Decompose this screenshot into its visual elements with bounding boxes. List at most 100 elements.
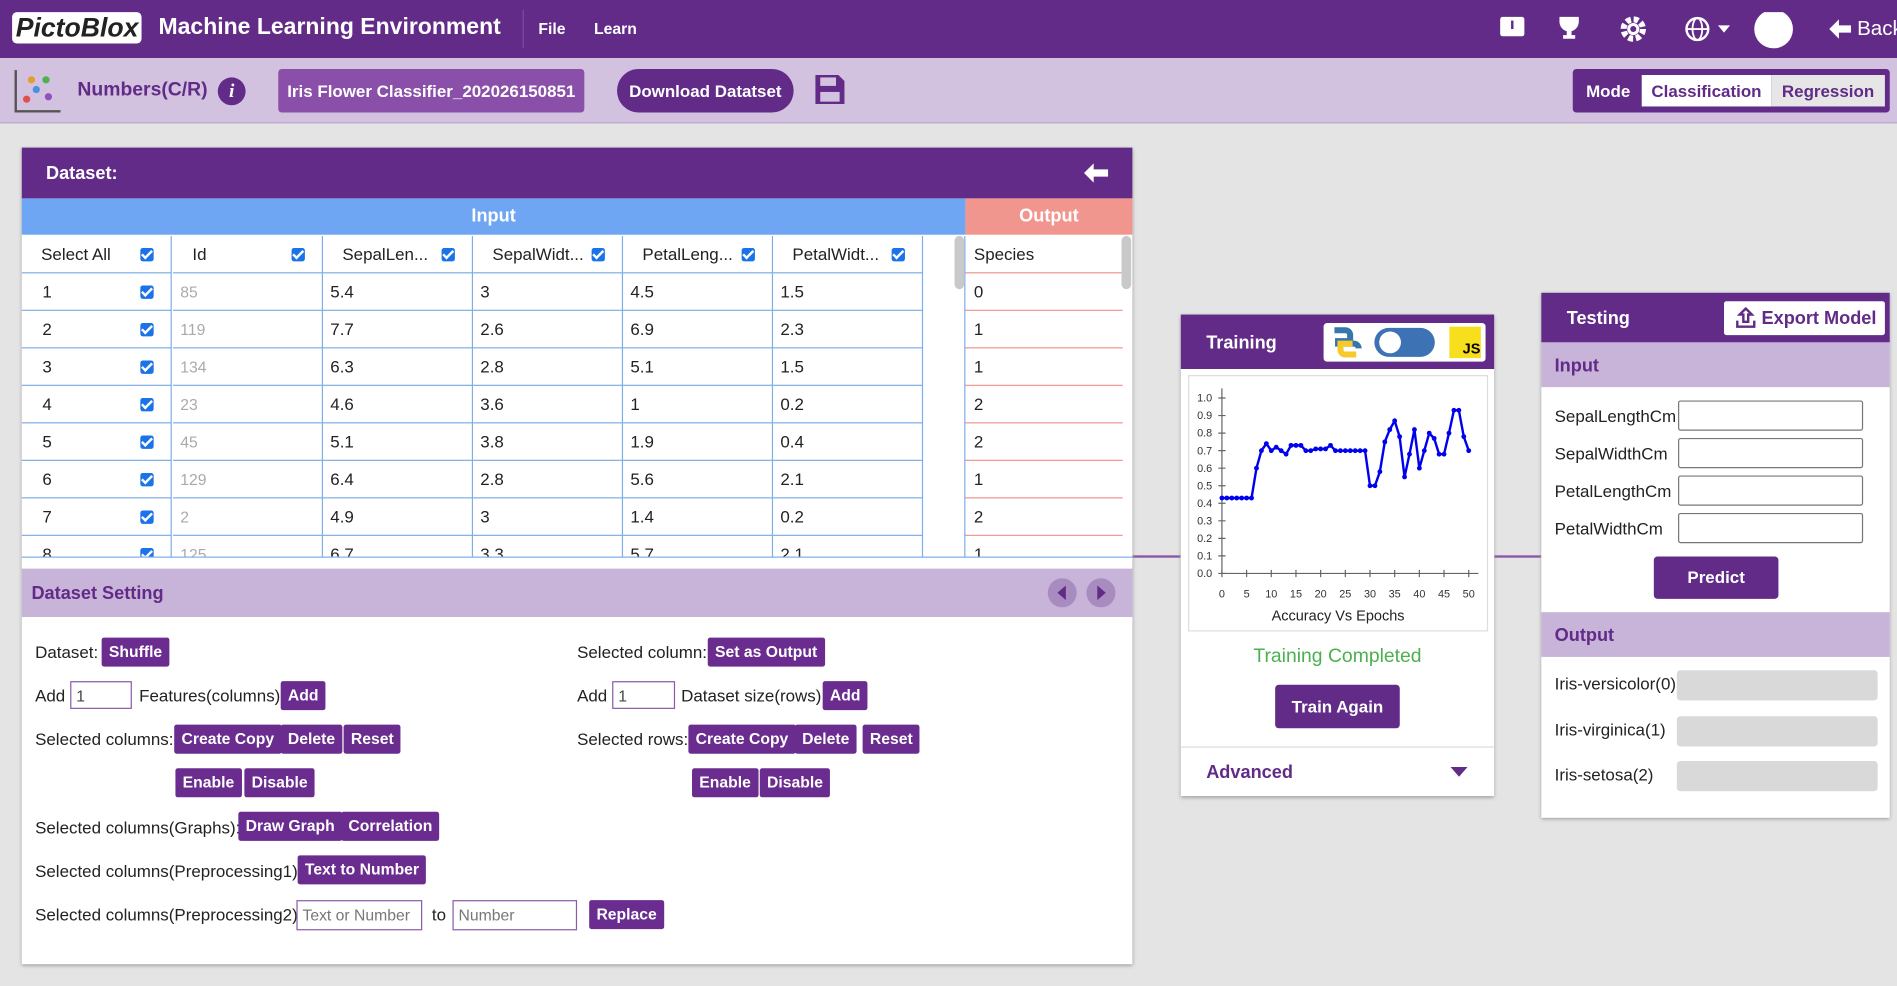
logo[interactable]: PictoBlox xyxy=(12,12,143,44)
table-cell: 0.4 xyxy=(773,423,924,461)
button[interactable]: Create Copy xyxy=(174,724,282,754)
checkbox[interactable] xyxy=(291,248,305,262)
input[interactable]: Number xyxy=(452,900,578,931)
button[interactable]: Shuffle xyxy=(101,637,170,667)
checkbox[interactable] xyxy=(140,248,154,262)
checkbox[interactable] xyxy=(591,248,605,262)
button[interactable]: Create Copy xyxy=(688,724,796,754)
button[interactable]: Enable xyxy=(692,768,759,798)
button[interactable]: Text to Number xyxy=(297,855,427,885)
checkbox[interactable] xyxy=(140,398,154,412)
save-icon[interactable] xyxy=(814,74,845,105)
point xyxy=(1372,483,1378,489)
mode-regression[interactable]: Regression xyxy=(1771,75,1885,107)
input-bar xyxy=(1541,342,1890,388)
point xyxy=(1234,495,1240,501)
button[interactable]: Set as Output xyxy=(707,637,825,667)
point xyxy=(1254,465,1259,471)
info-icon[interactable]: i xyxy=(217,77,246,106)
table-cell: 4.6 xyxy=(323,385,474,424)
input[interactable]: 1 xyxy=(70,681,132,709)
avatar[interactable] xyxy=(1754,12,1793,49)
button[interactable]: Replace xyxy=(589,900,665,930)
checkbox[interactable] xyxy=(441,248,455,262)
checkbox[interactable] xyxy=(140,285,154,299)
language-toggle[interactable]: JS xyxy=(1323,323,1486,362)
button[interactable]: Correlation xyxy=(341,811,440,841)
collapse-icon[interactable] xyxy=(1083,162,1109,184)
menu-file[interactable]: File xyxy=(538,19,566,38)
predict-button[interactable]: Predict xyxy=(1653,556,1779,599)
project-icon xyxy=(14,70,61,113)
trophy-icon[interactable] xyxy=(1559,16,1579,39)
button[interactable]: Disable xyxy=(759,768,831,798)
nav-arrows[interactable] xyxy=(1047,578,1121,608)
table-cell: 3 xyxy=(21,348,172,386)
output-bar xyxy=(1541,612,1890,657)
mode-classification[interactable]: Classification xyxy=(1641,75,1772,107)
y-tick-label: 0.1 xyxy=(1197,551,1212,563)
back-button[interactable]: Back xyxy=(1857,16,1897,40)
field-input[interactable] xyxy=(1678,475,1864,506)
download-button[interactable]: Download Datatset xyxy=(617,68,794,113)
button[interactable]: Enable xyxy=(175,768,242,798)
checkbox[interactable] xyxy=(140,510,154,524)
back-icon[interactable] xyxy=(1829,19,1852,39)
table-cell: 5 xyxy=(21,423,172,461)
mode-label: Mode xyxy=(1586,81,1631,101)
table-cell: 6.9 xyxy=(623,310,774,349)
checkbox[interactable] xyxy=(140,548,154,557)
field-input[interactable] xyxy=(1678,437,1864,469)
table-cell: 3 xyxy=(473,498,624,536)
table-cell: 6 xyxy=(21,460,172,499)
button[interactable]: Reset xyxy=(343,724,401,754)
button[interactable]: Add xyxy=(822,681,868,711)
divider xyxy=(522,9,524,49)
table-cell: 3.6 xyxy=(473,385,624,424)
export-button[interactable] xyxy=(1723,301,1885,336)
checkbox[interactable] xyxy=(741,248,755,262)
point xyxy=(1387,427,1393,433)
point xyxy=(1333,448,1338,454)
button[interactable]: Draw Graph xyxy=(238,811,343,841)
checkbox[interactable] xyxy=(140,360,154,374)
setting-title: Dataset Setting xyxy=(31,583,164,604)
field-label: PetalLengthCm xyxy=(1554,481,1672,501)
input[interactable]: 1 xyxy=(612,681,676,709)
input[interactable]: Text or Number xyxy=(296,900,423,931)
menu-learn[interactable]: Learn xyxy=(594,19,637,38)
scrollbar[interactable] xyxy=(1121,235,1132,290)
button[interactable]: Add xyxy=(280,681,326,711)
scrollbar[interactable] xyxy=(954,235,965,290)
y-tick-label: 0.6 xyxy=(1197,463,1212,475)
table-cell: 3.3 xyxy=(473,535,624,557)
checkbox[interactable] xyxy=(140,323,154,337)
x-tick-label: 40 xyxy=(1413,589,1425,601)
checkbox[interactable] xyxy=(140,473,154,487)
train-again-button[interactable]: Train Again xyxy=(1275,684,1400,729)
y-tick-label: 0.8 xyxy=(1197,428,1212,440)
point xyxy=(1416,465,1422,471)
field-label: SepalLengthCm xyxy=(1554,406,1677,426)
chevron[interactable] xyxy=(1450,766,1468,778)
button[interactable]: Disable xyxy=(244,768,315,798)
point xyxy=(1268,448,1274,454)
y-tick-label: 0.9 xyxy=(1197,410,1212,422)
point xyxy=(1273,444,1279,450)
x-tick-label: 5 xyxy=(1244,589,1250,601)
button[interactable]: Reset xyxy=(862,724,920,754)
checkbox[interactable] xyxy=(140,435,154,449)
label: Selected column: xyxy=(577,642,708,662)
advanced-toggle[interactable]: Advanced xyxy=(1206,762,1293,783)
checkbox[interactable] xyxy=(891,248,905,262)
y-tick-label: 0.2 xyxy=(1197,533,1212,545)
button[interactable]: Delete xyxy=(280,724,343,754)
point xyxy=(1337,448,1343,454)
field-input[interactable] xyxy=(1678,400,1864,431)
field-input[interactable] xyxy=(1678,512,1864,544)
point xyxy=(1402,474,1407,480)
point xyxy=(1239,495,1245,501)
file-name[interactable]: Iris Flower Classifier_202026150851 xyxy=(278,68,585,113)
point xyxy=(1362,448,1368,454)
button[interactable]: Delete xyxy=(794,724,857,754)
